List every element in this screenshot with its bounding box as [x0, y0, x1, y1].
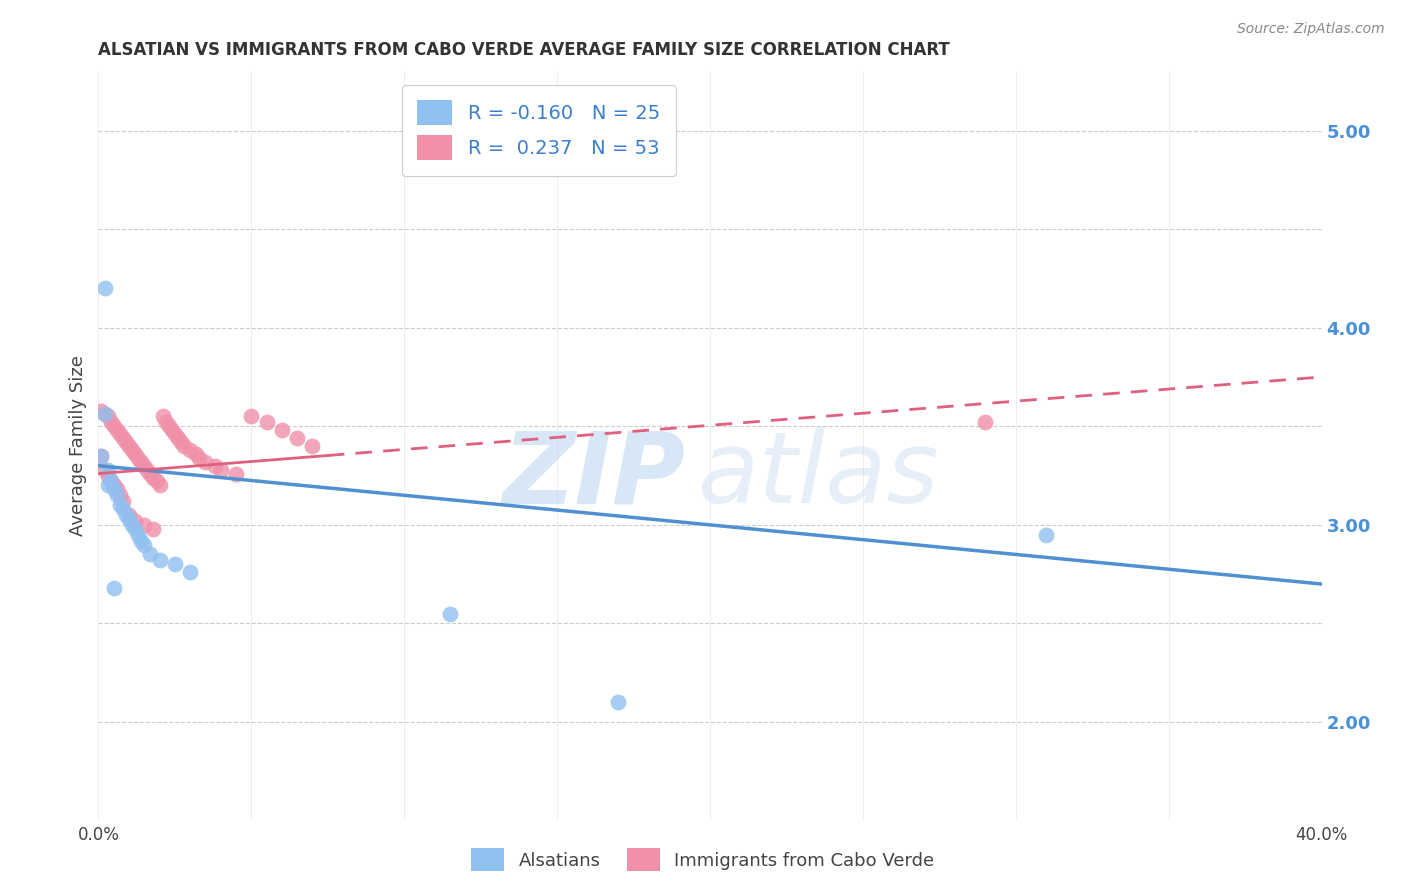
Point — [188, 450, 211, 465]
Point — [90, 449, 112, 463]
Point — [111, 494, 134, 508]
Point — [105, 483, 128, 497]
Point — [145, 475, 167, 489]
Point — [170, 435, 193, 450]
Point — [115, 435, 138, 450]
Point — [105, 423, 128, 437]
Point — [142, 470, 165, 484]
Point — [179, 565, 201, 579]
Legend: Alsatians, Immigrants from Cabo Verde: Alsatians, Immigrants from Cabo Verde — [464, 841, 942, 879]
Point — [124, 447, 146, 461]
Point — [111, 502, 134, 516]
Point — [127, 450, 149, 465]
Point — [129, 533, 152, 548]
Point — [194, 455, 217, 469]
Point — [93, 281, 115, 295]
Point — [149, 553, 172, 567]
Point — [121, 517, 143, 532]
Point — [97, 478, 120, 492]
Point — [93, 408, 115, 422]
Point — [173, 439, 195, 453]
Text: ZIP: ZIP — [502, 427, 686, 524]
Point — [285, 431, 308, 445]
Point — [240, 409, 263, 424]
Y-axis label: Average Family Size: Average Family Size — [69, 356, 87, 536]
Point — [134, 517, 156, 532]
Point — [97, 468, 120, 483]
Point — [155, 415, 177, 429]
Point — [90, 449, 112, 463]
Point — [90, 403, 112, 417]
Point — [225, 467, 247, 481]
Point — [100, 415, 122, 429]
Point — [93, 463, 115, 477]
Legend: R = -0.160   N = 25, R =  0.237   N = 53: R = -0.160 N = 25, R = 0.237 N = 53 — [402, 85, 676, 176]
Point — [439, 607, 461, 621]
Point — [105, 488, 128, 502]
Point — [204, 458, 226, 473]
Point — [179, 442, 201, 457]
Point — [142, 522, 165, 536]
Point — [115, 508, 138, 522]
Point — [139, 548, 162, 562]
Point — [118, 439, 141, 453]
Text: ALSATIAN VS IMMIGRANTS FROM CABO VERDE AVERAGE FAMILY SIZE CORRELATION CHART: ALSATIAN VS IMMIGRANTS FROM CABO VERDE A… — [98, 41, 950, 59]
Point — [136, 463, 159, 477]
Point — [103, 483, 125, 497]
Point — [108, 498, 131, 512]
Point — [100, 475, 122, 489]
Point — [152, 409, 174, 424]
Point — [134, 538, 156, 552]
Text: atlas: atlas — [697, 427, 939, 524]
Point — [160, 423, 183, 437]
Point — [97, 463, 120, 477]
Point — [103, 478, 125, 492]
Point — [111, 431, 134, 445]
Point — [607, 695, 630, 709]
Point — [127, 527, 149, 541]
Point — [118, 508, 141, 522]
Point — [157, 419, 180, 434]
Point — [118, 512, 141, 526]
Point — [209, 463, 232, 477]
Point — [100, 475, 122, 489]
Point — [974, 415, 997, 429]
Point — [124, 514, 146, 528]
Point — [301, 439, 323, 453]
Point — [167, 431, 190, 445]
Point — [149, 478, 172, 492]
Point — [270, 423, 292, 437]
Point — [93, 408, 115, 422]
Point — [108, 427, 131, 442]
Point — [97, 409, 120, 424]
Point — [256, 415, 278, 429]
Text: Source: ZipAtlas.com: Source: ZipAtlas.com — [1237, 22, 1385, 37]
Point — [124, 522, 146, 536]
Point — [1035, 527, 1057, 541]
Point — [134, 458, 156, 473]
Point — [139, 467, 162, 481]
Point — [108, 488, 131, 502]
Point — [163, 558, 186, 572]
Point — [186, 447, 208, 461]
Point — [163, 427, 186, 442]
Point — [103, 419, 125, 434]
Point — [103, 581, 125, 595]
Point — [129, 455, 152, 469]
Point — [121, 442, 143, 457]
